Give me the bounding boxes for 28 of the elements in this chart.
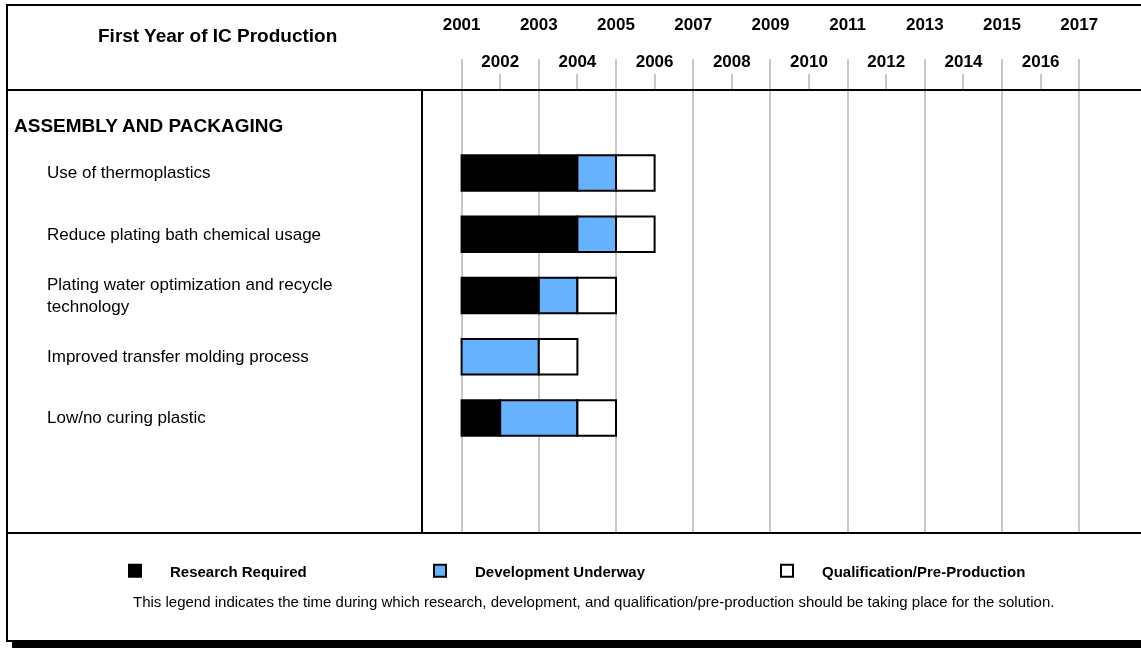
- x-tick-label: 2011: [829, 15, 867, 35]
- x-axis-title: First Year of IC Production: [98, 25, 338, 46]
- text: This legend indicates the time during which research, development, and qualification/pre-production should be taking place for the solution.: [133, 593, 1055, 610]
- x-tick-label: 2003: [519, 15, 558, 35]
- y-tick-label: Plating water optimization and recycle technology: [47, 275, 333, 317]
- x-tick-label: 2007: [674, 15, 713, 35]
- x-tick-label: 2009: [751, 15, 790, 35]
- x-tick-label: 2001: [442, 15, 481, 35]
- x-tick-label: 2017: [1060, 15, 1099, 35]
- legend-label: Research Required: [170, 562, 307, 580]
- legend-label: Development Underway: [475, 562, 646, 580]
- x2-tick-label: 2002: [481, 52, 520, 72]
- y-tick-label: Improved transfer molding process: [47, 347, 309, 366]
- x-tick-label: 2013: [905, 15, 944, 35]
- x2-tick-label: 2008: [712, 52, 751, 72]
- y-tick-label: Use of thermoplastics: [47, 163, 211, 182]
- y-tick-label: Reduce plating bath chemical usage: [47, 225, 322, 244]
- x2-tick-label: 2014: [944, 52, 983, 72]
- legend-label: Qualification/Pre-Production: [822, 562, 1026, 580]
- x2-tick-label: 2004: [558, 52, 597, 72]
- y-tick-label: Low/no curing plastic: [47, 408, 207, 427]
- x2-tick-label: 2006: [635, 52, 674, 72]
- x2-tick-label: 2010: [790, 52, 828, 72]
- x-tick-label: 2005: [597, 15, 635, 35]
- x2-tick-label: 2012: [867, 52, 906, 72]
- x2-tick-label: 2016: [1021, 52, 1060, 72]
- x-tick-label: 2015: [983, 15, 1021, 35]
- y-axis-title: ASSEMBLY AND PACKAGING: [14, 115, 284, 136]
